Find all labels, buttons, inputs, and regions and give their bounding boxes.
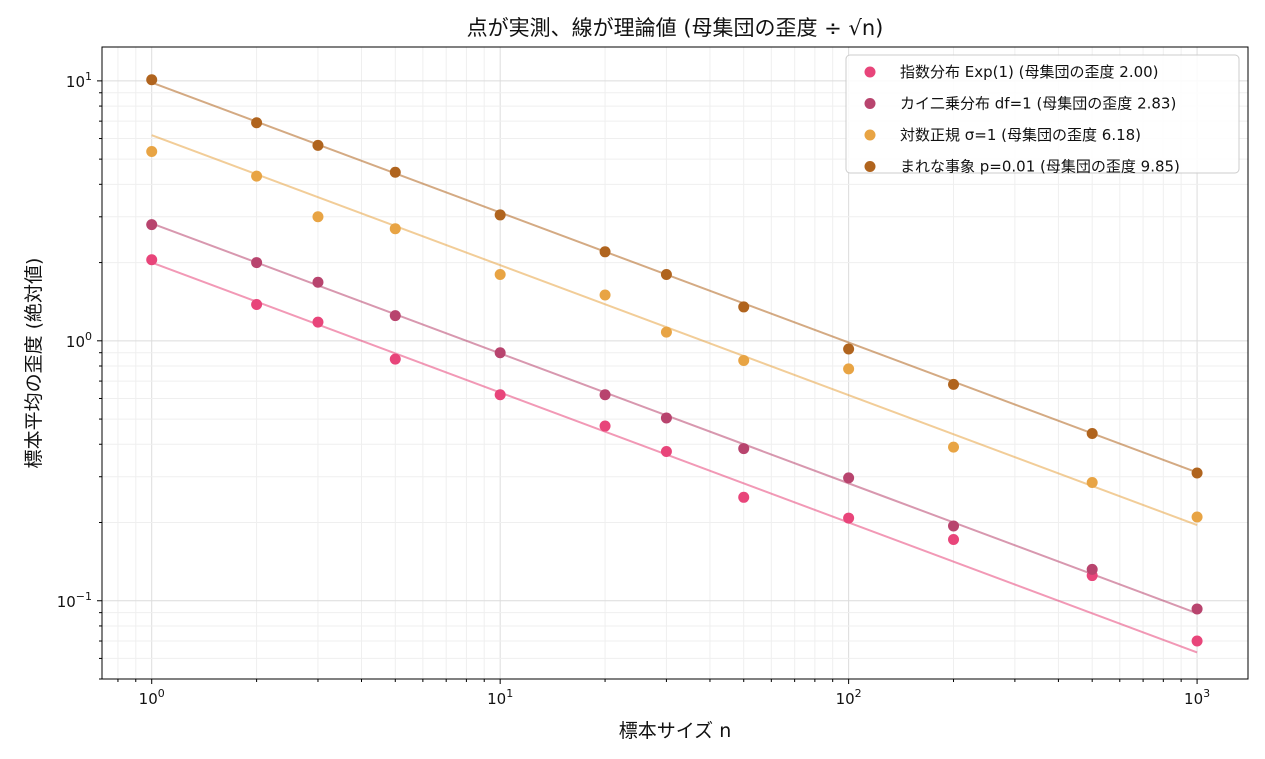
theory-line bbox=[151, 134, 1198, 527]
theory-line bbox=[151, 222, 1198, 615]
data-point bbox=[738, 491, 750, 503]
data-points bbox=[146, 74, 1203, 647]
data-point bbox=[660, 326, 672, 338]
data-point bbox=[494, 347, 506, 359]
data-point bbox=[660, 412, 672, 424]
data-point bbox=[312, 139, 324, 151]
legend-label: カイ二乗分布 df=1 (母集団の歪度 2.83) bbox=[900, 95, 1176, 113]
data-point bbox=[251, 170, 263, 182]
x-tick-label: 100 bbox=[139, 687, 165, 708]
theory-lines bbox=[151, 81, 1198, 654]
theory-line bbox=[151, 261, 1198, 654]
legend-label: 指数分布 Exp(1) (母集団の歪度 2.00) bbox=[900, 63, 1159, 81]
data-point bbox=[599, 246, 611, 258]
legend-marker bbox=[864, 66, 876, 78]
data-point bbox=[494, 389, 506, 401]
data-point bbox=[494, 209, 506, 221]
data-point bbox=[389, 223, 401, 235]
x-axis-title: 標本サイズ n bbox=[619, 720, 732, 742]
data-point bbox=[843, 343, 855, 355]
data-point bbox=[146, 254, 158, 266]
data-point bbox=[948, 520, 960, 532]
data-point bbox=[660, 446, 672, 458]
legend-marker bbox=[864, 161, 876, 172]
legend-box bbox=[845, 54, 1240, 174]
data-point bbox=[1191, 467, 1203, 479]
data-point bbox=[312, 316, 324, 328]
axis-ticks: 100 101 102 103 10−1 100 101 bbox=[57, 70, 1210, 708]
y-axis-title: 標本平均の歪度 (絶対値) bbox=[23, 258, 45, 469]
data-point bbox=[251, 298, 263, 310]
data-point bbox=[948, 534, 960, 546]
theory-line bbox=[151, 81, 1198, 474]
x-tick-label: 103 bbox=[1184, 687, 1210, 708]
data-point bbox=[843, 363, 855, 375]
data-point bbox=[251, 257, 263, 269]
data-point bbox=[1086, 477, 1098, 489]
chart-title: 点が実測、線が理論値 (母集団の歪度 ÷ √n) bbox=[467, 16, 884, 40]
data-point bbox=[599, 389, 611, 401]
data-point bbox=[146, 74, 158, 86]
data-point bbox=[660, 268, 672, 280]
plot-area-frame bbox=[101, 46, 1249, 680]
data-point bbox=[251, 117, 263, 129]
legend-marker bbox=[864, 129, 876, 141]
data-point bbox=[738, 443, 750, 455]
data-point bbox=[948, 441, 960, 453]
data-point bbox=[494, 268, 506, 280]
x-tick-label: 102 bbox=[836, 687, 862, 708]
data-point bbox=[1191, 511, 1203, 523]
grid-layer bbox=[102, 47, 1248, 680]
data-point bbox=[948, 378, 960, 390]
legend-label: まれな事象 p=0.01 (母集団の歪度 9.85) bbox=[900, 158, 1180, 176]
data-point bbox=[146, 219, 158, 231]
y-tick-label: 10−1 bbox=[57, 590, 92, 611]
data-point bbox=[1086, 563, 1098, 575]
legend-label: 対数正規 σ=1 (母集団の歪度 6.18) bbox=[900, 126, 1141, 144]
data-point bbox=[389, 310, 401, 322]
data-point bbox=[312, 211, 324, 223]
data-point bbox=[843, 512, 855, 524]
data-point bbox=[738, 354, 750, 366]
data-point bbox=[146, 145, 158, 157]
data-point bbox=[312, 276, 324, 288]
y-tick-label: 100 bbox=[66, 330, 92, 351]
data-point bbox=[738, 301, 750, 313]
data-point bbox=[599, 289, 611, 301]
data-point bbox=[1191, 635, 1203, 647]
data-point bbox=[1191, 603, 1203, 615]
data-point bbox=[1086, 427, 1098, 439]
data-point bbox=[389, 166, 401, 178]
y-tick-label: 101 bbox=[66, 70, 92, 91]
data-point bbox=[843, 472, 855, 484]
legend-marker bbox=[864, 98, 876, 109]
x-tick-label: 101 bbox=[487, 687, 513, 708]
legend: 指数分布 Exp(1) (母集団の歪度 2.00) カイ二乗分布 df=1 (母集… bbox=[845, 54, 1240, 176]
data-point bbox=[599, 420, 611, 432]
data-point bbox=[389, 353, 401, 365]
